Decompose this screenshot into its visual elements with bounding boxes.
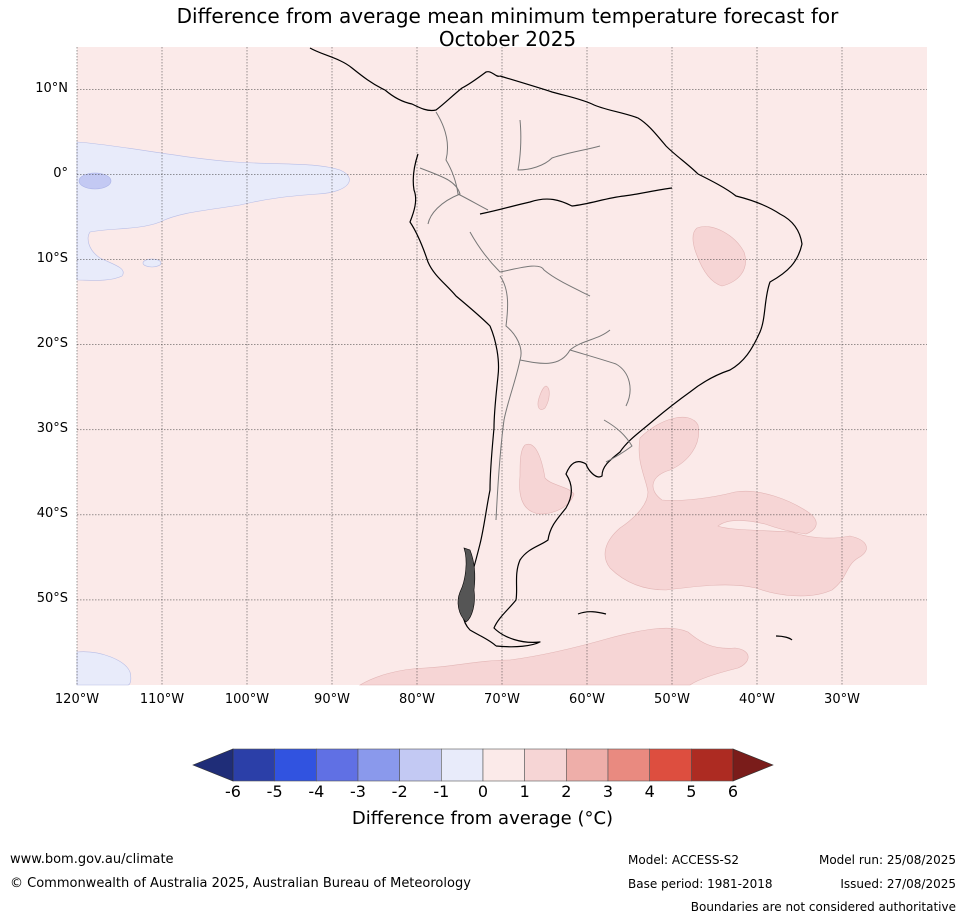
title-line-2: October 2025 <box>438 27 577 51</box>
colorbar-swatch-10 <box>649 748 692 782</box>
country-borders <box>419 111 633 521</box>
lon-label: 30°W <box>824 692 860 707</box>
warm-patch-brazil <box>692 226 746 287</box>
coastline-north <box>493 75 803 648</box>
colorbar-tick-label: 0 <box>477 782 489 801</box>
colorbar-swatch-0 <box>232 748 275 782</box>
border-g <box>495 359 521 521</box>
footer-model-run: Model run: 25/08/2025 <box>818 853 956 867</box>
patagonia-islands <box>457 547 476 623</box>
border-c <box>419 167 461 225</box>
colorbar-tick-label: -2 <box>391 782 408 801</box>
lat-label: 20°S <box>36 335 68 351</box>
warm-patch-south-atlantic <box>604 416 867 597</box>
map-title: Difference from average mean minimum tem… <box>0 5 965 51</box>
colorbar-swatch-5 <box>441 748 484 782</box>
cool-anomaly-core <box>78 172 112 190</box>
lon-label: 70°W <box>484 692 520 707</box>
lon-label: 100°W <box>224 692 270 707</box>
gridlines <box>76 47 927 685</box>
lat-label: 0° <box>53 165 68 181</box>
lat-label: 50°S <box>36 590 68 606</box>
colorbar-tick-label: 4 <box>644 782 655 801</box>
colorbar-tick-label: 1 <box>519 782 530 801</box>
colorbar-tick-label: 2 <box>561 782 572 801</box>
colorbar-tick-label: 5 <box>686 782 697 801</box>
falkland-islands <box>577 611 793 641</box>
border-d <box>469 231 591 297</box>
coastline-amazon-river <box>479 187 673 215</box>
colorbar-swatch-11 <box>691 748 734 782</box>
warm-patch-south <box>358 627 749 686</box>
footer-url: www.bom.gov.au/climate <box>10 852 174 867</box>
colorbar-swatch-1 <box>274 748 317 782</box>
colorbar-swatch-2 <box>316 748 359 782</box>
cool-anomaly-small <box>142 258 162 268</box>
lon-label: 40°W <box>739 692 775 707</box>
cool-anomaly-pacific <box>76 141 350 281</box>
lat-label: 30°S <box>36 420 68 436</box>
lon-label: 50°W <box>654 692 690 707</box>
title-line-1: Difference from average mean minimum tem… <box>176 4 839 28</box>
footer-base-period: Base period: 1981-2018 <box>628 877 773 891</box>
colorbar-tick-label: -4 <box>308 782 325 801</box>
colorbar-tick-label: 6 <box>727 782 739 801</box>
border-h <box>603 419 633 463</box>
footer-copyright: © Commonwealth of Australia 2025, Austra… <box>10 876 471 891</box>
colorbar-under-arrow <box>192 748 234 782</box>
colorbar-tick-label: -3 <box>350 782 366 801</box>
colorbar-swatch-9 <box>607 748 650 782</box>
border-b <box>517 119 601 171</box>
colorbar-tick-label: -6 <box>225 782 241 801</box>
lon-label: 120°W <box>54 692 100 707</box>
colorbar-swatch-8 <box>566 748 609 782</box>
colorbar-tick-label: -1 <box>433 782 450 801</box>
lat-label: 10°S <box>36 250 68 266</box>
lon-label: 110°W <box>139 692 185 707</box>
colorbar-swatches <box>192 748 774 782</box>
colorbar-swatch-7 <box>524 748 567 782</box>
footer-issued: Issued: 27/08/2025 <box>840 877 956 891</box>
warm-patch-argentina <box>519 443 575 515</box>
colorbar-swatch-4 <box>399 748 442 782</box>
lon-label: 90°W <box>314 692 350 707</box>
lon-label: 80°W <box>399 692 435 707</box>
footer-model: Model: ACCESS-S2 <box>628 853 740 867</box>
lat-label: 10°N <box>35 80 68 96</box>
lon-label: 60°W <box>569 692 605 707</box>
footer-disclaimer: Boundaries are not considered authoritat… <box>690 900 956 914</box>
colorbar-tick-label: 3 <box>602 782 614 801</box>
forecast-map <box>76 47 927 686</box>
colorbar-label: Difference from average (°C) <box>351 808 614 829</box>
warm-patch-small <box>537 385 550 410</box>
colorbar-tick-label: -5 <box>266 782 283 801</box>
coastline-central-america <box>309 47 501 112</box>
lat-label: 40°S <box>36 505 68 521</box>
colorbar-swatch-6 <box>482 748 525 782</box>
border-f <box>569 349 631 407</box>
colorbar-swatch-3 <box>357 748 400 782</box>
border-a <box>435 111 489 211</box>
colorbar-over-arrow <box>732 748 774 782</box>
cool-anomaly-southwest <box>76 651 132 686</box>
